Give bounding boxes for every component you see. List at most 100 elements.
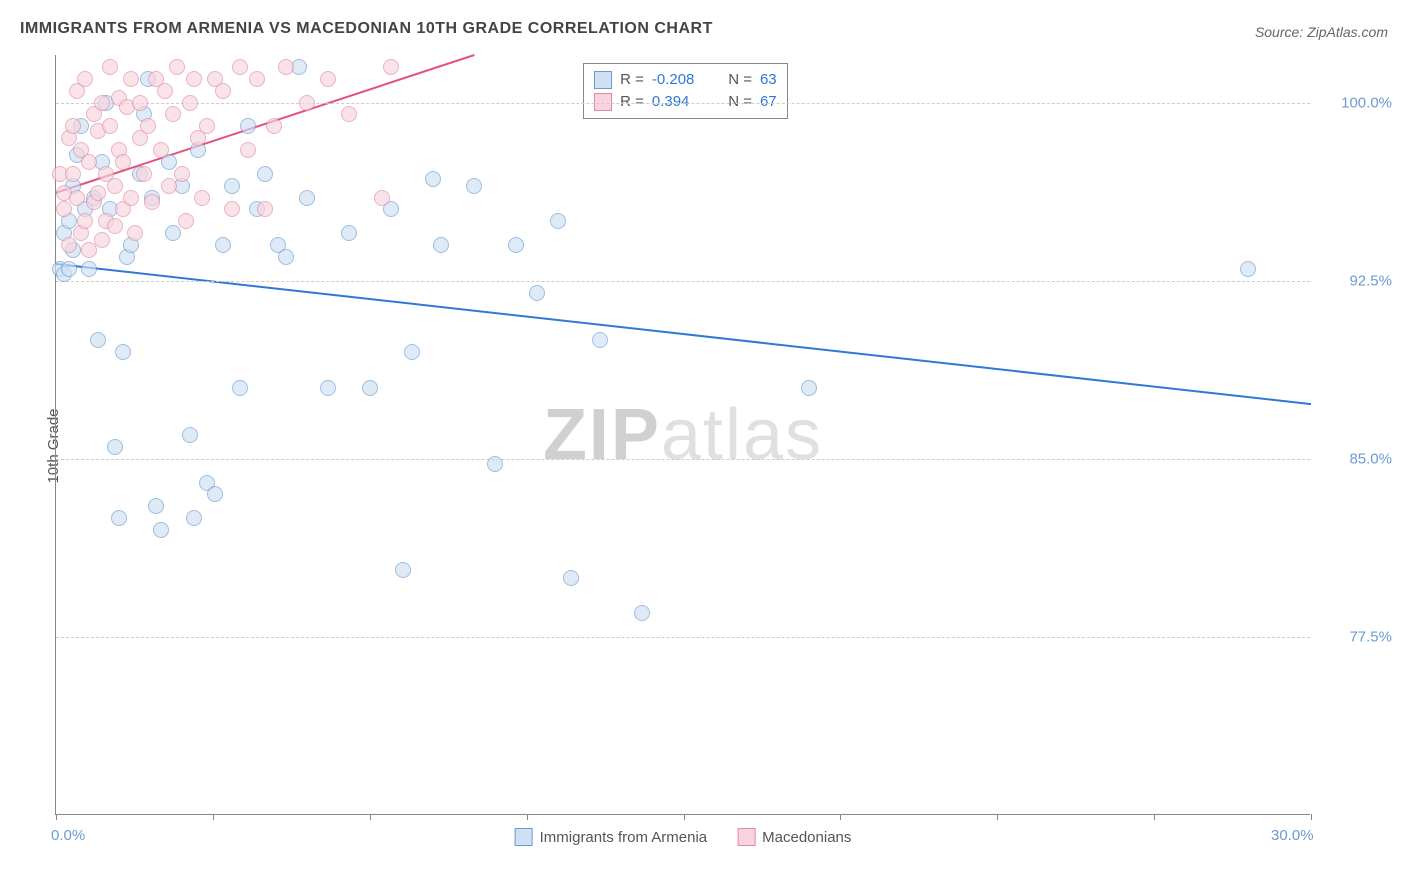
data-point (178, 213, 194, 229)
data-point (123, 71, 139, 87)
data-point (374, 190, 390, 206)
data-point (341, 225, 357, 241)
data-point (94, 95, 110, 111)
data-point (207, 486, 223, 502)
series-legend: Immigrants from Armenia Macedonians (515, 828, 852, 846)
data-point (266, 118, 282, 134)
data-point (320, 71, 336, 87)
data-point (123, 190, 139, 206)
data-point (550, 213, 566, 229)
source-attribution: Source: ZipAtlas.com (1255, 24, 1388, 40)
data-point (132, 95, 148, 111)
data-point (81, 261, 97, 277)
data-point (90, 185, 106, 201)
data-point (215, 83, 231, 99)
data-point (61, 237, 77, 253)
x-tick-mark (1154, 814, 1155, 820)
chart-title: IMMIGRANTS FROM ARMENIA VS MACEDONIAN 10… (20, 20, 713, 38)
gridline-h (56, 637, 1310, 638)
data-point (240, 142, 256, 158)
data-point (362, 380, 378, 396)
data-point (165, 225, 181, 241)
data-point (194, 190, 210, 206)
data-point (65, 118, 81, 134)
data-point (341, 106, 357, 122)
data-point (111, 510, 127, 526)
gridline-h (56, 281, 1310, 282)
data-point (144, 194, 160, 210)
data-point (153, 522, 169, 538)
data-point (634, 605, 650, 621)
data-point (1240, 261, 1256, 277)
data-point (56, 201, 72, 217)
data-point (257, 201, 273, 217)
data-point (174, 166, 190, 182)
source-prefix: Source: (1255, 24, 1307, 40)
data-point (161, 178, 177, 194)
data-point (102, 59, 118, 75)
data-point (182, 427, 198, 443)
data-point (563, 570, 579, 586)
legend-swatch (594, 71, 612, 89)
data-point (102, 118, 118, 134)
data-point (165, 106, 181, 122)
x-tick-mark (56, 814, 57, 820)
data-point (107, 439, 123, 455)
data-point (182, 95, 198, 111)
x-tick-mark (684, 814, 685, 820)
data-point (383, 59, 399, 75)
data-point (224, 201, 240, 217)
x-tick-mark (527, 814, 528, 820)
y-tick-label: 100.0% (1341, 94, 1392, 111)
data-point (90, 332, 106, 348)
legend-n-label: N = (720, 71, 752, 88)
data-point (487, 456, 503, 472)
data-point (395, 562, 411, 578)
data-point (249, 71, 265, 87)
legend-series-item: Macedonians (737, 828, 851, 846)
data-point (140, 118, 156, 134)
data-point (299, 190, 315, 206)
legend-series-item: Immigrants from Armenia (515, 828, 708, 846)
data-point (529, 285, 545, 301)
data-point (232, 59, 248, 75)
stats-legend: R = -0.208 N = 63R = 0.394 N = 67 (583, 63, 788, 119)
legend-series-label: Immigrants from Armenia (540, 829, 708, 846)
data-point (199, 118, 215, 134)
source-name: ZipAtlas.com (1307, 24, 1388, 40)
data-point (425, 171, 441, 187)
legend-stat-row: R = -0.208 N = 63 (594, 69, 777, 91)
data-point (257, 166, 273, 182)
legend-swatch (737, 828, 755, 846)
data-point (69, 190, 85, 206)
data-point (77, 71, 93, 87)
data-point (240, 118, 256, 134)
y-tick-label: 92.5% (1349, 272, 1392, 289)
legend-swatch (515, 828, 533, 846)
data-point (278, 59, 294, 75)
data-point (215, 237, 231, 253)
legend-r-value: -0.208 (652, 71, 712, 88)
data-point (224, 178, 240, 194)
data-point (115, 154, 131, 170)
legend-n-value: 63 (760, 71, 777, 88)
x-tick-mark (1311, 814, 1312, 820)
data-point (320, 380, 336, 396)
data-point (65, 166, 81, 182)
data-point (94, 232, 110, 248)
legend-r-label: R = (620, 71, 644, 88)
data-point (186, 510, 202, 526)
gridline-h (56, 459, 1310, 460)
trend-lines-layer (56, 55, 1310, 814)
data-point (61, 261, 77, 277)
data-point (136, 166, 152, 182)
data-point (77, 213, 93, 229)
data-point (81, 154, 97, 170)
data-point (153, 142, 169, 158)
y-tick-label: 77.5% (1349, 628, 1392, 645)
data-point (801, 380, 817, 396)
plot-area: ZIPatlas R = -0.208 N = 63R = 0.394 N = … (55, 55, 1310, 815)
x-tick-mark (840, 814, 841, 820)
x-tick-label: 30.0% (1271, 827, 1314, 844)
data-point (404, 344, 420, 360)
